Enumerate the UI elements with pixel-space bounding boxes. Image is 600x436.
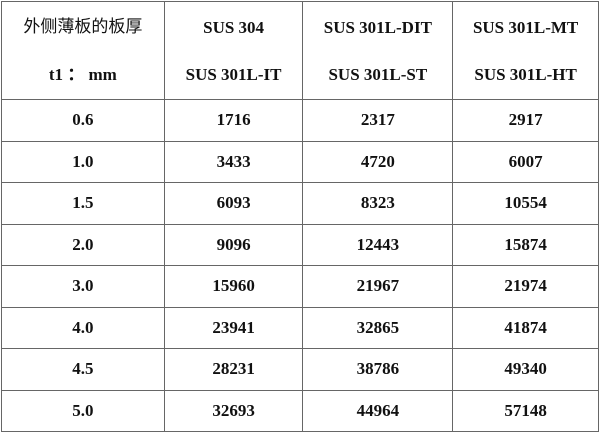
value-cell: 49340 [452, 348, 599, 391]
table-row: 1.0 3433 4720 6007 [1, 140, 599, 183]
value-cell: 10554 [452, 182, 599, 225]
value-cell: 32693 [163, 389, 304, 432]
header-col2: SUS 301L-DIT SUS 301L-ST [302, 1, 454, 100]
header-thickness: 外侧薄板的板厚 t1 ： mm [1, 1, 165, 100]
header-col2-line1: SUS 301L-DIT [323, 17, 432, 37]
table-row: 4.0 23941 32865 41874 [1, 306, 599, 349]
header-col3: SUS 301L-MT SUS 301L-HT [452, 1, 599, 100]
value-cell: 28231 [163, 348, 304, 391]
value-cell: 23941 [163, 306, 304, 349]
header-thickness-unit: t1 ： mm [48, 64, 117, 84]
value-cell: 21974 [452, 265, 599, 308]
value-cell: 8323 [302, 182, 454, 225]
thickness-cell: 1.0 [1, 140, 165, 183]
value-cell: 21967 [302, 265, 454, 308]
table-row: 1.5 6093 8323 10554 [1, 182, 599, 225]
thickness-cell: 2.0 [1, 223, 165, 266]
table-row: 2.0 9096 12443 15874 [1, 223, 599, 266]
value-cell: 32865 [302, 306, 454, 349]
table-row: 4.5 28231 38786 49340 [1, 348, 599, 391]
header-col2-line2: SUS 301L-ST [328, 64, 428, 84]
table-row: 5.0 32693 44964 57148 [1, 389, 599, 432]
header-col3-line1: SUS 301L-MT [472, 17, 579, 37]
header-row: 外侧薄板的板厚 t1 ： mm SUS 304 SUS 301L-IT SUS … [1, 1, 599, 100]
table-row: 0.6 1716 2317 2917 [1, 99, 599, 142]
thickness-cell: 1.5 [1, 182, 165, 225]
table-row: 3.0 15960 21967 21974 [1, 265, 599, 308]
header-thickness-label: 外侧薄板的板厚 [23, 16, 143, 37]
thickness-cell: 3.0 [1, 265, 165, 308]
value-cell: 2317 [302, 99, 454, 142]
value-cell: 41874 [452, 306, 599, 349]
value-cell: 4720 [302, 140, 454, 183]
value-cell: 44964 [302, 389, 454, 432]
value-cell: 38786 [302, 348, 454, 391]
value-cell: 57148 [452, 389, 599, 432]
value-cell: 12443 [302, 223, 454, 266]
value-cell: 15960 [163, 265, 304, 308]
header-col1-line1: SUS 304 [203, 17, 265, 37]
value-cell: 3433 [163, 140, 304, 183]
value-cell: 6007 [452, 140, 599, 183]
value-cell: 15874 [452, 223, 599, 266]
value-cell: 2917 [452, 99, 599, 142]
value-cell: 9096 [163, 223, 304, 266]
header-col3-line2: SUS 301L-HT [474, 64, 577, 84]
thickness-cell: 0.6 [1, 99, 165, 142]
value-cell: 1716 [163, 99, 304, 142]
thickness-cell: 4.5 [1, 348, 165, 391]
value-cell: 6093 [163, 182, 304, 225]
header-col1: SUS 304 SUS 301L-IT [163, 1, 304, 100]
header-col1-line2: SUS 301L-IT [185, 64, 282, 84]
thickness-cell: 4.0 [1, 306, 165, 349]
thickness-cell: 5.0 [1, 389, 165, 432]
